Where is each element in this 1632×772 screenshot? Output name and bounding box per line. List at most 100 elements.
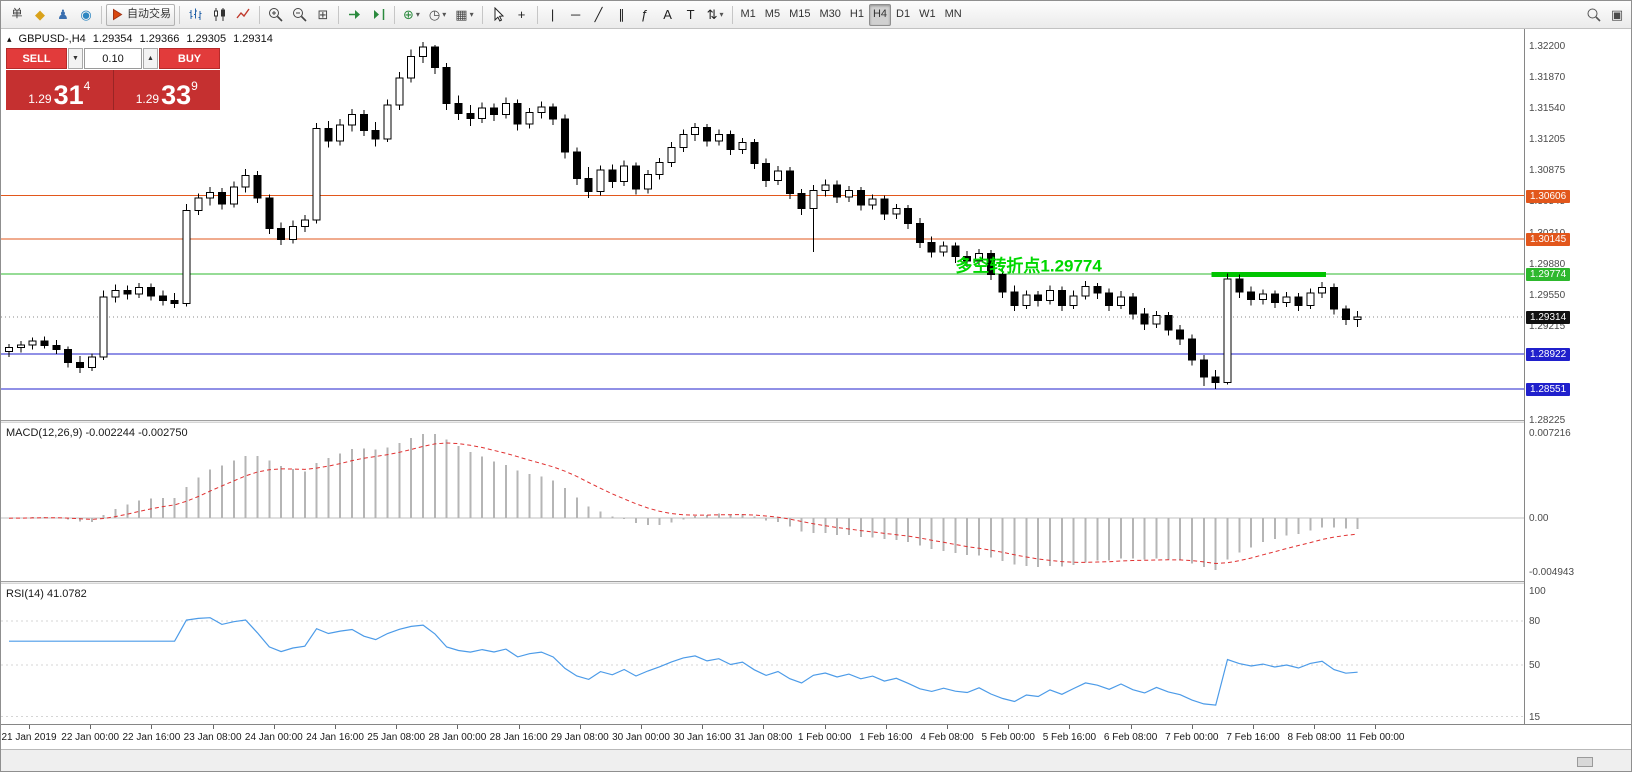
buy-price-display[interactable]: 1.29 33 9 bbox=[113, 70, 220, 110]
candle-body bbox=[1057, 289, 1066, 306]
terminal-button[interactable]: ◉ bbox=[75, 4, 97, 26]
indicators-button[interactable]: ⊕ ▾ bbox=[399, 4, 424, 26]
price-tick-label: 1.32200 bbox=[1529, 40, 1566, 52]
macd-scale-max-label: 0.007216 bbox=[1529, 428, 1571, 439]
arrows-tool-button[interactable]: ⇅ ▾ bbox=[703, 4, 728, 26]
highlight-segment[interactable] bbox=[1211, 271, 1327, 277]
timeframe-m30-button[interactable]: M30 bbox=[815, 4, 844, 26]
macd-panel-canvas[interactable] bbox=[1, 423, 1524, 581]
candle-body bbox=[738, 142, 747, 150]
candle-body bbox=[229, 186, 238, 205]
zoom-in-button[interactable] bbox=[264, 4, 287, 26]
candle-body bbox=[1199, 359, 1208, 378]
trendline-tool-button[interactable]: ╱ bbox=[588, 4, 610, 26]
candle-body bbox=[277, 227, 286, 241]
current-price-label: 1.29314 bbox=[1526, 311, 1571, 325]
data-window-button[interactable]: ▣ bbox=[1606, 4, 1628, 26]
new-order-button[interactable]: 单 bbox=[6, 4, 28, 26]
candle-body bbox=[28, 340, 37, 346]
line-chart-mode-button[interactable] bbox=[232, 4, 255, 26]
autoscroll-icon bbox=[349, 10, 360, 19]
chart-shift-button[interactable] bbox=[367, 4, 390, 26]
search-button[interactable] bbox=[1582, 4, 1605, 26]
crosshair-tool-button[interactable]: + bbox=[511, 4, 533, 26]
timeframe-w1-button[interactable]: W1 bbox=[915, 4, 940, 26]
auto-scroll-button[interactable] bbox=[343, 4, 366, 26]
rsi-panel-canvas[interactable] bbox=[1, 584, 1524, 724]
lot-size-input[interactable] bbox=[84, 48, 142, 69]
time-axis-tick bbox=[1191, 725, 1193, 729]
candle-body bbox=[679, 133, 688, 148]
candle-body bbox=[99, 296, 108, 358]
buy-button[interactable]: BUY bbox=[159, 48, 220, 69]
zoom-out-button[interactable] bbox=[288, 4, 311, 26]
price-tick-label: 1.31870 bbox=[1529, 71, 1566, 83]
candle-body bbox=[1105, 292, 1114, 306]
buy-price-big: 33 bbox=[161, 80, 192, 110]
candle-body bbox=[572, 151, 581, 179]
toolbar-right-groups: ▣ bbox=[1582, 4, 1628, 26]
time-axis-tick bbox=[824, 725, 826, 729]
main-chart-canvas[interactable]: 多空转折点1.29774 bbox=[1, 29, 1524, 420]
navigator-glyph: ♟ bbox=[57, 7, 69, 22]
horizontal-line-tool-button[interactable]: ─ bbox=[565, 4, 587, 26]
timeframe-m5-button[interactable]: M5 bbox=[761, 4, 784, 26]
collapse-icon[interactable]: ▴ bbox=[7, 33, 12, 44]
timeframe-h4-button[interactable]: H4 bbox=[868, 3, 892, 26]
candlestick-mode-button[interactable] bbox=[208, 4, 231, 26]
timeframe-mn-button[interactable]: MN bbox=[941, 4, 966, 26]
timeframe-h4-button-label: H4 bbox=[872, 8, 888, 20]
timeframe-m1-button[interactable]: M1 bbox=[737, 4, 760, 26]
lot-increase-button[interactable]: ▲ bbox=[143, 48, 158, 69]
timeframe-d1-button[interactable]: D1 bbox=[892, 4, 914, 26]
annotation-text[interactable]: 多空转折点1.29774 bbox=[955, 255, 1102, 275]
timeframe-h1-button[interactable]: H1 bbox=[846, 4, 868, 26]
templates-button[interactable]: ▦ ▾ bbox=[451, 4, 477, 26]
text-tool-button[interactable]: A bbox=[657, 4, 679, 26]
vertical-line-tool-button[interactable]: | bbox=[542, 4, 564, 26]
time-axis-label: 4 Feb 08:00 bbox=[920, 732, 974, 743]
candle-body bbox=[454, 102, 463, 115]
panel-splitter[interactable] bbox=[1, 420, 1631, 423]
bar-chart-mode-button[interactable] bbox=[184, 4, 207, 26]
lot-decrease-button[interactable]: ▼ bbox=[68, 48, 83, 69]
shift-icon bbox=[374, 9, 385, 20]
autotrading-button[interactable]: 自动交易 bbox=[106, 3, 175, 26]
candle-body bbox=[655, 161, 664, 176]
candle-body bbox=[40, 340, 49, 347]
periods-button[interactable]: ◷ ▾ bbox=[425, 4, 450, 26]
navigator-button[interactable]: ♟ bbox=[52, 4, 74, 26]
candle-body bbox=[1046, 289, 1055, 302]
text-label-tool-button[interactable]: T bbox=[680, 4, 702, 26]
channel-tool-button[interactable]: ∥ bbox=[611, 4, 633, 26]
time-axis-tick bbox=[1375, 725, 1377, 729]
candle-body bbox=[1081, 286, 1090, 297]
price-tick-label: 1.29215 bbox=[1529, 321, 1566, 333]
candle-body bbox=[620, 165, 629, 182]
indicators-glyph: ⊕ bbox=[403, 7, 414, 22]
candle-body bbox=[265, 197, 274, 229]
time-axis-label: 21 Jan 2019 bbox=[1, 732, 57, 743]
macd-signal-line bbox=[8, 442, 1358, 565]
one-click-trading-panel: SELL ▼ ▲ BUY 1.29 31 4 1.29 33 9 bbox=[6, 48, 220, 110]
cursor-tool-button[interactable] bbox=[487, 4, 510, 26]
resize-grip[interactable] bbox=[1577, 757, 1593, 767]
panel-splitter[interactable] bbox=[1, 581, 1631, 584]
time-axis[interactable]: 21 Jan 2019 22 Jan 00:00 22 Jan 16:00 23 Ja… bbox=[1, 724, 1631, 749]
price-scale[interactable]: 1.322001.318701.315401.312051.308751.305… bbox=[1524, 29, 1631, 724]
bars-icon bbox=[189, 8, 202, 20]
candle-body bbox=[75, 362, 84, 368]
candle-body bbox=[442, 67, 451, 104]
candle-body bbox=[383, 104, 392, 140]
timeframe-h1-button-label: H1 bbox=[849, 8, 864, 20]
time-axis-tick bbox=[702, 725, 704, 729]
sell-button[interactable]: SELL bbox=[6, 48, 67, 69]
timeframe-m15-button[interactable]: M15 bbox=[785, 4, 814, 26]
tile-windows-button[interactable]: ⊞ bbox=[312, 4, 334, 26]
market-watch-button[interactable]: ◆ bbox=[29, 4, 51, 26]
candle-body bbox=[1128, 296, 1137, 315]
fibonacci-tool-button[interactable]: ƒ bbox=[634, 4, 656, 26]
sell-price-display[interactable]: 1.29 31 4 bbox=[6, 70, 114, 110]
time-axis-label: 5 Feb 16:00 bbox=[1042, 732, 1097, 743]
tile-windows-glyph: ⊞ bbox=[317, 7, 329, 22]
